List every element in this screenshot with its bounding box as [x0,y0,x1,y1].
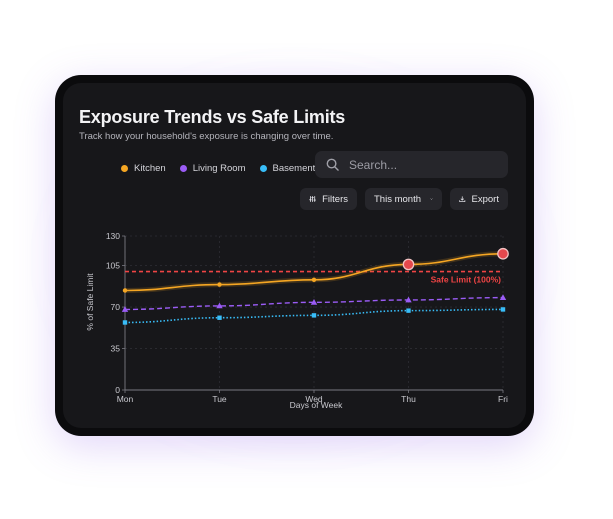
search-input[interactable] [347,156,501,173]
point-basement [500,307,506,312]
legend-label-kitchen: Kitchen [134,163,166,174]
line-chart: 0 35 70 105 130 Mon Tue Wed Thu Fri % of Safe Lim… [85,231,509,410]
series-layer [121,247,509,325]
point-kitchen [122,288,128,293]
export-label: Export [471,193,499,205]
x-axis-label: Days of Week [290,400,344,410]
point-living-room [310,299,318,305]
period-label: This month [374,193,421,205]
x-tick-label: Fri [498,394,508,404]
legend-swatch-basement [259,165,267,172]
dashboard-card: Exposure Trends vs Safe Limits Track how… [63,83,526,428]
x-tick-label: Thu [401,394,416,404]
y-axis-label: % of Safe Limit [85,273,95,331]
legend-item-living-room[interactable]: Living Room [179,163,246,174]
search-icon [326,158,339,171]
point-basement [311,313,317,318]
legend-swatch-living-room [179,165,187,172]
point-basement [406,308,411,313]
chevron-down-icon [430,198,433,200]
search-box[interactable] [315,151,508,178]
y-tick-label: 0 [115,385,120,395]
x-tick-label: Tue [212,394,227,404]
y-tick-label: 130 [106,231,120,241]
legend-label-living-room: Living Room [192,163,246,174]
point-exceed-kitchen [402,258,415,271]
filters-label: Filters [322,193,348,205]
card-title: Exposure Trends vs Safe Limits [79,107,346,127]
x-tick-label: Wed [305,394,323,404]
legend-item-basement[interactable]: Basement [259,163,316,174]
series-line-living-room [124,296,504,311]
safe-limit-label: Safe Limit (100%) [431,275,502,285]
x-tick-label: Mon [117,394,134,404]
point-basement [217,315,222,320]
device-frame: Exposure Trends vs Safe Limits Track how… [55,75,534,436]
axis-labels: 0 35 70 105 130 Mon Tue Wed Thu Fri [106,231,508,404]
point-exceed-kitchen [497,247,509,260]
point-kitchen [217,282,222,287]
filters-button[interactable]: Filters [300,188,357,210]
point-basement [122,320,128,325]
y-tick-label: 105 [106,261,120,271]
point-living-room [216,302,223,309]
sliders-icon [309,196,316,202]
chart-legend: Kitchen Living Room Basement [121,163,315,174]
legend-label-basement: Basement [272,163,316,174]
point-living-room [499,294,507,300]
download-icon [459,196,466,203]
card-subtitle: Track how your household's exposure is c… [79,131,334,142]
y-tick-label: 70 [111,302,121,312]
point-living-room [405,296,412,303]
point-living-room [121,306,129,312]
legend-item-kitchen[interactable]: Kitchen [121,163,166,174]
point-kitchen [311,277,317,283]
y-tick-label: 35 [111,344,121,354]
export-button[interactable]: Export [450,188,508,210]
period-dropdown[interactable]: This month [365,188,442,210]
legend-swatch-kitchen [121,165,128,172]
